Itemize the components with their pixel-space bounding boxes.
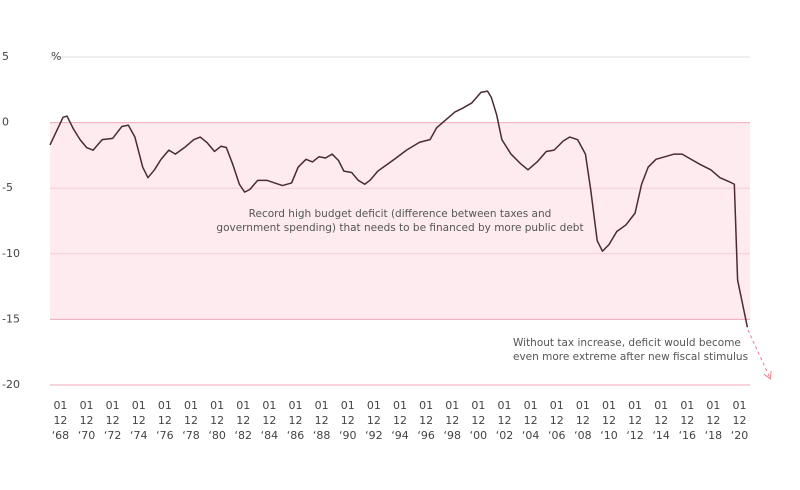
x-tick-label: ‘72 [104, 429, 122, 442]
x-tick-label: 01 [576, 399, 590, 412]
x-tick-label: ‘68 [52, 429, 70, 442]
x-tick-label: 01 [158, 399, 172, 412]
x-tick-label: 12 [393, 414, 407, 427]
x-tick-label: 12 [706, 414, 720, 427]
y-unit-label: % [51, 50, 61, 63]
x-tick-label: 12 [236, 414, 250, 427]
x-tick-label: 01 [602, 399, 616, 412]
x-tick-label: 12 [210, 414, 224, 427]
x-tick-label: ‘88 [313, 429, 331, 442]
x-tick-label: 01 [106, 399, 120, 412]
x-tick-label: ‘20 [731, 429, 749, 442]
annotation: even more extreme after new fiscal stimu… [513, 351, 748, 363]
x-tick-label: ‘14 [652, 429, 670, 442]
x-tick-label: ‘00 [470, 429, 488, 442]
x-tick-label: 01 [471, 399, 485, 412]
x-tick-label: ‘16 [679, 429, 697, 442]
x-tick-label: 01 [341, 399, 355, 412]
x-tick-label: ‘76 [156, 429, 174, 442]
x-tick-label: 12 [341, 414, 355, 427]
x-tick-label: 01 [654, 399, 668, 412]
projection-arrow [747, 329, 770, 378]
x-tick-label: 01 [419, 399, 433, 412]
x-tick-label: 12 [550, 414, 564, 427]
x-tick-label: 01 [262, 399, 276, 412]
x-tick-label: ‘86 [287, 429, 305, 442]
x-tick-label: 12 [680, 414, 694, 427]
x-tick-label: 12 [184, 414, 198, 427]
y-tick-label: 0 [2, 116, 9, 129]
annotation: Record high budget deficit (difference b… [249, 208, 552, 220]
x-tick-label: 12 [367, 414, 381, 427]
x-tick-label: 01 [706, 399, 720, 412]
x-tick-label: 12 [576, 414, 590, 427]
y-tick-label: 5 [2, 50, 9, 63]
x-tick-label: ‘74 [130, 429, 148, 442]
x-tick-label: 12 [132, 414, 146, 427]
x-tick-label: 01 [393, 399, 407, 412]
x-tick-label: 01 [315, 399, 329, 412]
x-tick-label: ‘94 [391, 429, 409, 442]
x-tick-label: 12 [106, 414, 120, 427]
x-tick-label: 01 [80, 399, 94, 412]
x-tick-label: ‘90 [339, 429, 357, 442]
x-tick-label: ‘10 [600, 429, 618, 442]
x-tick-label: 12 [158, 414, 172, 427]
x-tick-label: 12 [53, 414, 67, 427]
x-tick-label: 01 [680, 399, 694, 412]
x-tick-label: ‘78 [182, 429, 200, 442]
x-tick-label: ‘04 [522, 429, 540, 442]
x-tick-label: 12 [628, 414, 642, 427]
x-tick-label: 01 [550, 399, 564, 412]
x-tick-label: ‘08 [574, 429, 592, 442]
annotation: government spending) that needs to be fi… [216, 222, 583, 234]
x-tick-label: 01 [524, 399, 538, 412]
x-tick-label: ‘12 [626, 429, 644, 442]
x-tick-label: 12 [315, 414, 329, 427]
x-tick-label: 01 [184, 399, 198, 412]
x-tick-label: 01 [367, 399, 381, 412]
x-tick-label: ‘02 [496, 429, 514, 442]
x-tick-label: 12 [471, 414, 485, 427]
y-tick-label: -5 [2, 181, 13, 194]
x-tick-label: 12 [262, 414, 276, 427]
x-tick-label: ‘92 [365, 429, 383, 442]
x-tick-label: 01 [497, 399, 511, 412]
x-tick-label: 01 [628, 399, 642, 412]
x-tick-label: ‘80 [208, 429, 226, 442]
x-tick-label: ‘18 [705, 429, 723, 442]
x-tick-label: 12 [602, 414, 616, 427]
x-tick-label: ‘70 [78, 429, 96, 442]
annotation: Without tax increase, deficit would beco… [513, 337, 741, 349]
x-tick-label: 12 [497, 414, 511, 427]
x-tick-label: 01 [733, 399, 747, 412]
x-tick-label: ‘84 [261, 429, 279, 442]
x-tick-label: 12 [289, 414, 303, 427]
x-tick-label: 01 [132, 399, 146, 412]
x-tick-label: 12 [419, 414, 433, 427]
x-tick-label: ‘82 [235, 429, 253, 442]
x-tick-label: 01 [289, 399, 303, 412]
x-tick-label: ‘96 [417, 429, 435, 442]
deficit-line [49, 90, 749, 328]
y-tick-label: -20 [2, 378, 20, 391]
x-tick-label: 12 [654, 414, 668, 427]
x-tick-label: 01 [445, 399, 459, 412]
shaded-band [50, 122, 750, 320]
x-tick-label: 01 [236, 399, 250, 412]
y-tick-label: -10 [2, 247, 20, 260]
x-tick-label: ‘06 [548, 429, 566, 442]
x-tick-label: 12 [445, 414, 459, 427]
y-tick-label: -15 [2, 312, 20, 325]
x-tick-label: 12 [80, 414, 94, 427]
x-tick-label: 12 [733, 414, 747, 427]
x-tick-label: ‘98 [443, 429, 461, 442]
x-tick-label: 12 [524, 414, 538, 427]
x-tick-label: 01 [210, 399, 224, 412]
x-tick-label: 01 [53, 399, 67, 412]
